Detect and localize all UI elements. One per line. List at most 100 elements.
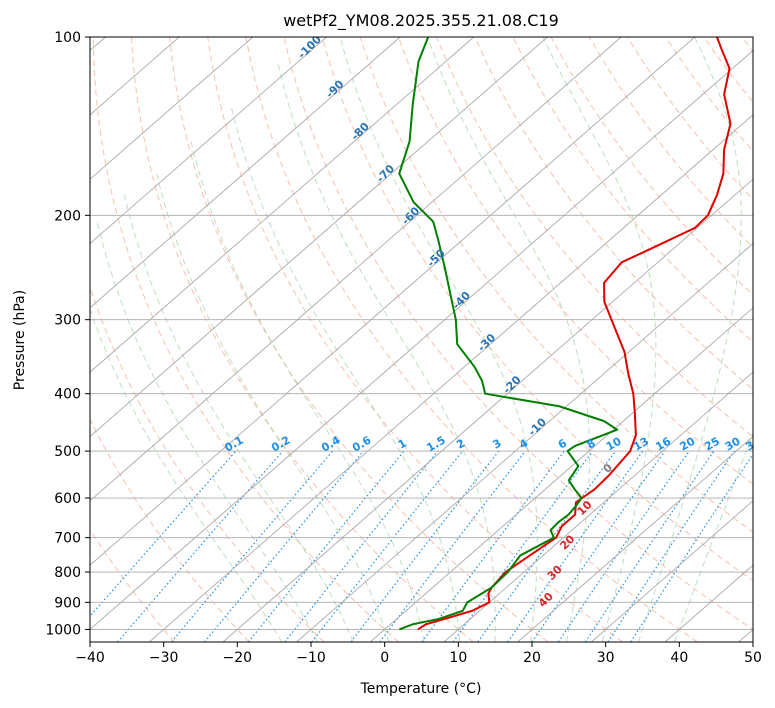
dewpoint-trace — [398, 37, 619, 631]
y-tick-label: 400 — [54, 387, 81, 403]
y-tick-label: 300 — [54, 313, 81, 329]
plot-frame — [89, 36, 754, 643]
isotherm-line — [148, 114, 753, 642]
isotherm-line — [90, 37, 327, 245]
moist-adiabat-line — [230, 104, 460, 642]
background-guide-lines — [90, 37, 753, 642]
moist-adiabat-line — [542, 37, 657, 642]
x-tick-label: 40 — [670, 650, 688, 666]
isotherm-line — [369, 307, 753, 642]
isotherm-line — [517, 435, 753, 642]
isotherm-line — [222, 178, 753, 642]
isotherm-label: -80 — [349, 120, 372, 143]
mixing-ratio-label: 36 — [744, 434, 764, 453]
mixing-ratio-line — [507, 450, 644, 642]
mixing-ratio-line — [452, 450, 594, 642]
isotherm-line — [90, 37, 696, 566]
isotherm-line — [296, 242, 753, 642]
theta-e-label: 0 — [601, 461, 616, 476]
dry-adiabat-line — [436, 37, 753, 438]
x-tick-label: 50 — [744, 650, 762, 666]
isotherm-line — [90, 37, 254, 180]
moist-adiabat-line — [339, 37, 538, 642]
mixing-ratio-label: 3 — [490, 437, 503, 452]
mixing-ratio-label: 1 — [396, 437, 409, 452]
dry-adiabat-line — [550, 37, 753, 296]
theta-e-label: 40 — [536, 590, 556, 610]
moist-adiabat-line — [96, 221, 319, 642]
y-tick-label: 700 — [54, 531, 81, 547]
mixing-ratio-line — [477, 450, 616, 642]
y-axis-label: Pressure (hPa) — [12, 290, 28, 390]
dry-adiabat-line — [321, 37, 753, 582]
x-tick-label: 30 — [597, 650, 615, 666]
isotherm-line — [90, 37, 622, 502]
dry-adiabat-line — [703, 37, 753, 103]
dry-adiabat-line — [359, 37, 753, 533]
isotherm-line — [90, 37, 401, 309]
y-tick-label: 900 — [54, 595, 81, 611]
moist-adiabat-line — [90, 307, 283, 642]
dry-adiabat-line — [90, 418, 250, 642]
moist-adiabat-line — [427, 37, 591, 642]
isotherm-line — [90, 49, 753, 631]
mixing-ratio-line — [204, 450, 364, 642]
mixing-ratio-label: 4 — [517, 436, 530, 451]
mixing-ratio-line — [284, 450, 439, 642]
dry-adiabat-line — [130, 37, 474, 642]
moist-adiabat-line — [277, 61, 496, 642]
dry-adiabat-line — [283, 37, 753, 631]
moist-adiabat-line — [674, 431, 753, 642]
mixing-ratio-line — [90, 450, 237, 618]
axes: −40 −30 −20 −10 0 10 20 30 40 5010020030040050060… — [45, 30, 762, 666]
moist-adiabat-line — [190, 141, 425, 642]
theta-e-label: 30 — [545, 563, 565, 583]
isotherm-line — [90, 37, 475, 373]
y-tick-label: 1000 — [45, 622, 81, 638]
mixing-ratio-line — [584, 450, 715, 642]
isotherm-line — [664, 564, 753, 642]
isotherm-label: -70 — [374, 162, 397, 185]
x-axis-label: Temperature (°C) — [360, 681, 482, 697]
y-tick-label: 800 — [54, 565, 81, 581]
isotherm-label: -90 — [323, 77, 346, 100]
x-tick-label: −40 — [75, 650, 105, 666]
moist-adiabat-line — [638, 37, 742, 642]
x-tick-label: 20 — [523, 650, 541, 666]
sounding-traces — [398, 37, 732, 631]
mixing-ratio-line — [630, 453, 753, 642]
mixing-ratio-label: 6 — [556, 436, 569, 451]
isotherm-line — [443, 371, 753, 642]
dry-adiabat-line — [588, 37, 753, 248]
x-tick-label: −10 — [296, 650, 326, 666]
isotherm-line — [590, 500, 753, 642]
y-tick-label: 200 — [54, 208, 81, 224]
in-plot-labels: 0.1 0.2 0.4 0.6 1 1.5 2 3 4 6 8 10 13 16 20 25 30 36-100-… — [222, 37, 764, 610]
dry-adiabat-line — [397, 37, 753, 485]
moist-adiabat-line — [124, 195, 354, 642]
x-tick-label: 0 — [380, 650, 389, 666]
mixing-ratio-line — [117, 450, 284, 642]
x-tick-label: 10 — [449, 650, 467, 666]
dry-adiabat-line — [90, 285, 325, 642]
isotherm-label: -10 — [526, 415, 549, 438]
isotherm-label: -20 — [500, 373, 523, 396]
y-tick-label: 500 — [54, 444, 81, 460]
dry-adiabat-line — [474, 37, 753, 390]
mixing-ratio-line — [170, 450, 334, 642]
isotherm-line — [738, 628, 753, 642]
dry-adiabat-line — [90, 528, 175, 642]
y-tick-label: 600 — [54, 491, 81, 507]
dry-adiabat-line — [512, 37, 753, 343]
y-tick-label: 100 — [54, 30, 81, 46]
dry-adiabat-line — [665, 37, 753, 152]
x-tick-label: −20 — [223, 650, 253, 666]
mixing-ratio-line — [557, 450, 690, 642]
mixing-ratio-line — [531, 450, 666, 642]
plot-area: 0.1 0.2 0.4 0.6 1 1.5 2 3 4 6 8 10 13 16 20 25 30 36-100-… — [90, 37, 764, 642]
mixing-ratio-line — [607, 450, 735, 642]
chart-title: wetPf2_YM08.2025.355.21.08.C19 — [283, 11, 559, 31]
mixing-ratio-line — [247, 450, 405, 642]
mixing-ratio-label: 2 — [454, 437, 467, 452]
